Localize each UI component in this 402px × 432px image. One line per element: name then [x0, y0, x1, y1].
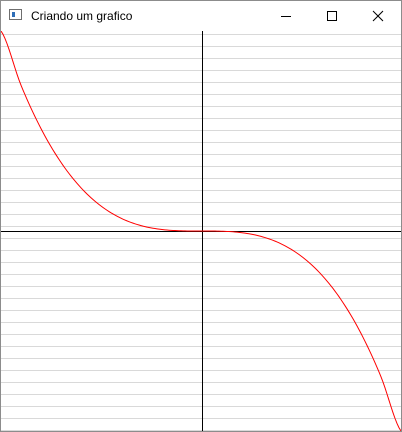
function-curve: [1, 31, 401, 431]
close-button[interactable]: [355, 1, 401, 31]
close-icon: [372, 10, 384, 22]
maximize-icon: [327, 11, 337, 21]
minimize-icon: [281, 16, 291, 17]
maximize-button[interactable]: [309, 1, 355, 31]
window-title: Criando um grafico: [31, 9, 133, 23]
title-bar[interactable]: Criando um grafico: [1, 1, 401, 31]
window-icon: [9, 9, 22, 20]
minimize-button[interactable]: [263, 1, 309, 31]
window-icon-bar: [12, 12, 15, 17]
plot-svg: [1, 31, 401, 431]
plot-canvas: [1, 31, 401, 431]
